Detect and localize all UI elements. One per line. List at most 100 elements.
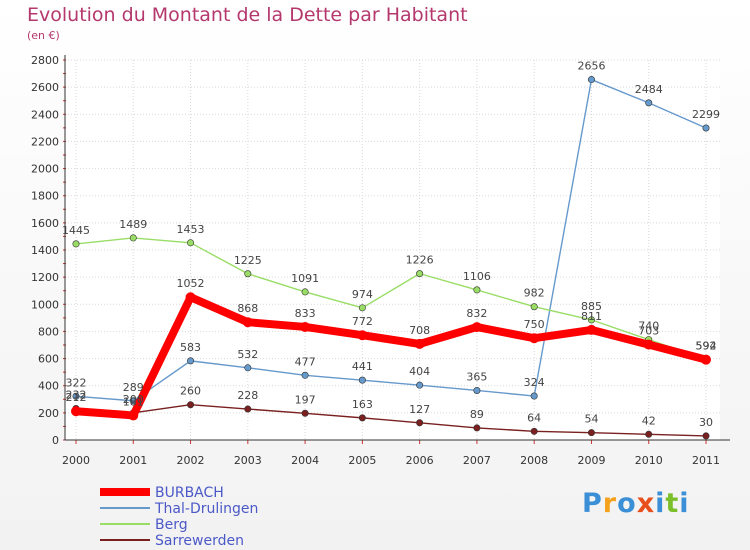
x-tick-label: 2007 [463,454,491,467]
data-label: 833 [295,307,316,320]
data-label: 1453 [177,223,205,236]
data-point [416,419,424,427]
data-label: 181 [123,395,144,408]
data-label: 404 [409,365,430,378]
data-point [530,392,538,400]
data-point [72,392,80,400]
y-tick-label: 2400 [31,108,59,121]
logo-letter: o [617,488,637,519]
data-label: 163 [352,398,373,411]
data-point [185,292,196,303]
logo-letter: i [679,488,690,519]
series-line-sarrewerden [75,404,707,437]
data-point [473,286,481,294]
x-tick-label: 2006 [406,454,434,467]
data-label: 832 [466,307,487,320]
y-tick-label: 600 [38,353,59,366]
y-tick-label: 2200 [31,135,59,148]
data-point [358,304,366,312]
data-point [702,432,710,440]
data-label: 811 [581,310,602,323]
data-label: 324 [524,376,545,389]
data-label: 289 [123,381,144,394]
data-label: 1445 [62,224,90,237]
data-point [530,427,538,435]
data-point [416,270,424,278]
data-point [242,317,253,328]
data-point [71,406,81,417]
data-label: 708 [409,324,430,337]
data-label: 1489 [119,218,147,231]
data-point [301,288,309,296]
data-label: 740 [638,320,659,333]
data-label: 594 [696,339,717,352]
logo-letter: i [655,488,666,519]
data-label: 583 [180,341,201,354]
data-label: 750 [524,318,545,331]
logo-letter: r [602,488,618,519]
data-point [187,239,195,247]
data-point [587,76,595,84]
data-label: 232 [66,389,87,402]
data-label: 885 [581,300,602,313]
legend-label: Thal-Drulingen [154,501,258,517]
proxiti-logo: Proxiti [582,488,690,519]
axes: 0 200 400 600 800 1000 1200 1400 1600 1800 2000 220… [31,54,730,467]
data-label: 30 [699,416,713,429]
data-point [471,322,482,333]
data-point [530,303,538,311]
legend-label: Sarrewerden [155,533,244,549]
series-layer [71,76,711,440]
data-point [187,401,195,409]
data-point [701,354,711,365]
data-label: 64 [527,411,541,424]
data-point [414,338,425,349]
series-line-burbach [72,293,710,420]
logo-letter: t [665,488,680,519]
y-tick-label: 0 [52,434,59,447]
data-point [529,333,540,344]
x-tick-label: 2002 [177,454,205,467]
legend-label: Berg [155,517,188,533]
chart-subtitle: (en €) [27,29,60,42]
data-labels: 212 181 1052 868 833 772 708 832 750 811 703 592 322… [62,60,720,429]
data-point [301,409,309,417]
data-point [587,316,595,324]
legend-label: BURBACH [155,485,224,501]
y-tick-label: 2600 [31,81,59,94]
data-label: 2299 [692,108,720,121]
data-label: 1106 [463,270,491,283]
data-label: 592 [696,340,717,353]
data-label: 868 [237,302,258,315]
data-label: 2656 [577,60,605,73]
data-label: 477 [295,355,316,368]
data-label: 532 [237,348,258,361]
data-label: 42 [642,414,656,427]
x-tick-label: 2000 [62,454,90,467]
data-label: 1052 [177,277,205,290]
x-tick-label: 2004 [291,454,319,467]
y-tick-label: 1600 [31,217,59,230]
x-tick-label: 2010 [635,454,663,467]
data-point [358,414,366,422]
data-point [244,364,252,372]
y-tick-label: 2000 [31,163,59,176]
data-point [301,371,309,379]
y-tick-label: 1800 [31,190,59,203]
data-point [645,430,653,438]
data-point [702,124,710,132]
y-tick-label: 1200 [31,271,59,284]
x-tick-label: 2011 [692,454,720,467]
data-point [300,321,311,332]
y-tick-label: 1400 [31,244,59,257]
series-line-thal-drulingen [75,78,707,402]
data-label: 127 [409,403,430,416]
data-point [645,99,653,107]
data-label: 1091 [291,272,319,285]
data-point [473,424,481,432]
data-label: 703 [638,325,659,338]
series-line-berg [75,237,707,361]
data-label: 2484 [635,83,663,96]
logo-letter: P [582,488,603,519]
